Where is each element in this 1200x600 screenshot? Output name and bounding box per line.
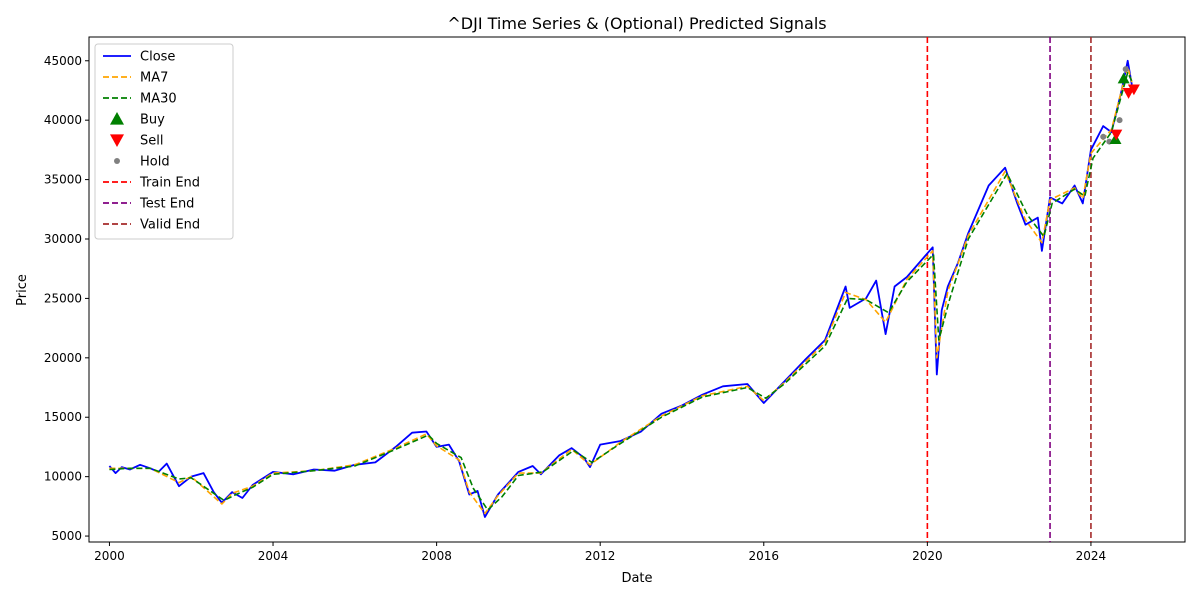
x-tick-label: 2016 bbox=[749, 549, 780, 563]
y-tick-label: 40000 bbox=[44, 113, 82, 127]
hold-marker bbox=[1116, 117, 1123, 124]
y-tick-label: 25000 bbox=[44, 291, 82, 305]
legend-label-test-end: Test End bbox=[139, 197, 194, 212]
legend-label-sell: Sell bbox=[140, 134, 163, 149]
y-tick-label: 35000 bbox=[44, 173, 82, 187]
x-tick-label: 2020 bbox=[912, 549, 943, 563]
x-tick-label: 2000 bbox=[94, 549, 125, 563]
plot-frame bbox=[88, 36, 1186, 543]
sell-marker bbox=[1110, 129, 1123, 141]
y-tick-label: 20000 bbox=[44, 351, 82, 365]
series-group bbox=[108, 59, 1133, 518]
legend: Close MA7 MA30 Buy Sell Hold Train End Test End… bbox=[94, 43, 234, 240]
legend-label-train-end: Train End bbox=[139, 176, 200, 191]
x-tick-label: 2012 bbox=[585, 549, 616, 563]
x-tick-label: 2024 bbox=[1076, 549, 1107, 563]
y-axis-label: Price bbox=[15, 274, 30, 306]
hold-marker bbox=[1122, 66, 1129, 73]
x-tick-label: 2008 bbox=[421, 549, 452, 563]
hold-marker bbox=[1100, 133, 1107, 140]
y-tick-label: 10000 bbox=[44, 470, 82, 484]
y-axis: 5000 10000 15000 20000 25000 30000 35000 40000 4… bbox=[44, 54, 89, 543]
signals-group bbox=[1100, 66, 1140, 145]
legend-swatch-buy bbox=[110, 112, 124, 125]
legend-label-buy: Buy bbox=[140, 113, 165, 128]
x-axis: 2000 2004 2008 2012 2016 2020 2024 bbox=[94, 542, 1106, 563]
sell-marker bbox=[1127, 84, 1140, 96]
series-line-ma30 bbox=[109, 71, 1133, 511]
legend-label-ma7: MA7 bbox=[140, 71, 168, 86]
legend-label-ma30: MA30 bbox=[140, 92, 177, 107]
y-tick-label: 45000 bbox=[44, 54, 82, 68]
legend-label-valid-end: Valid End bbox=[140, 218, 200, 233]
series-line-ma7 bbox=[109, 65, 1133, 515]
y-tick-label: 30000 bbox=[44, 232, 82, 246]
chart-title: ^DJI Time Series & (Optional) Predicted … bbox=[447, 14, 826, 33]
x-tick-label: 2004 bbox=[258, 549, 289, 563]
x-axis-label: Date bbox=[621, 571, 652, 586]
legend-swatch-hold bbox=[114, 158, 120, 164]
legend-swatch-sell bbox=[110, 134, 124, 147]
legend-label-close: Close bbox=[140, 50, 175, 65]
legend-label-hold: Hold bbox=[140, 155, 170, 170]
legend-box bbox=[94, 43, 234, 240]
y-tick-label: 5000 bbox=[51, 529, 82, 543]
buy-marker bbox=[1117, 72, 1130, 84]
y-tick-label: 15000 bbox=[44, 410, 82, 424]
vertical-marker-lines bbox=[926, 37, 1092, 542]
plot-area bbox=[88, 36, 1186, 543]
